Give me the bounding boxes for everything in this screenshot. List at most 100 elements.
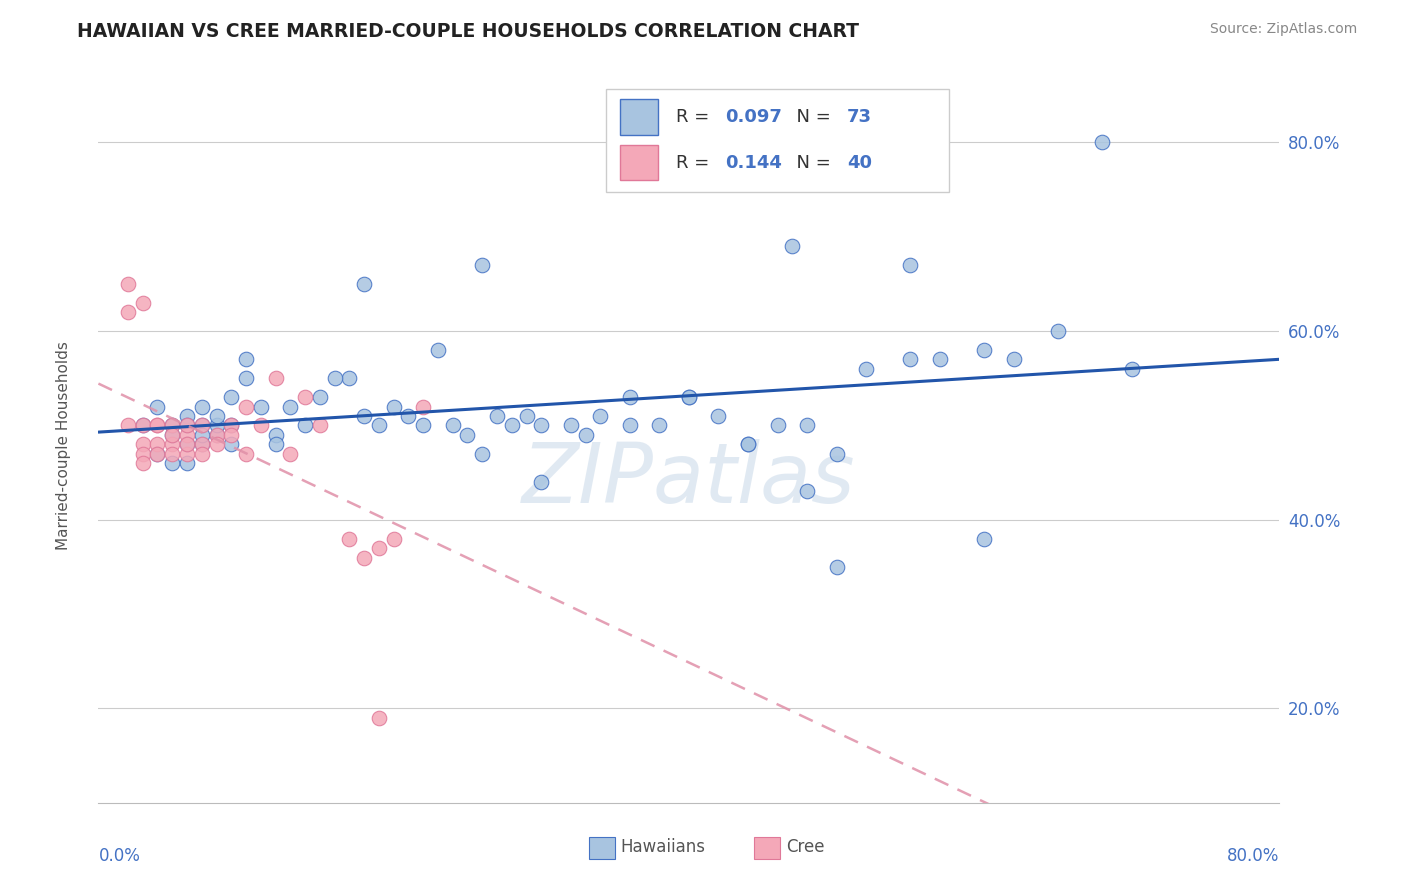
Point: [1121, 361, 1143, 376]
Text: Source: ZipAtlas.com: Source: ZipAtlas.com: [1209, 22, 1357, 37]
Point: [825, 447, 848, 461]
Point: [530, 418, 553, 433]
Text: 0.144: 0.144: [725, 153, 782, 171]
Point: [382, 400, 405, 414]
Point: [973, 343, 995, 357]
Point: [176, 418, 198, 433]
Point: [855, 361, 877, 376]
Point: [235, 352, 257, 367]
Point: [176, 428, 198, 442]
Point: [235, 447, 257, 461]
Point: [825, 560, 848, 574]
Point: [117, 277, 139, 291]
Point: [221, 418, 243, 433]
Bar: [620, 99, 658, 135]
Text: HAWAIIAN VS CREE MARRIED-COUPLE HOUSEHOLDS CORRELATION CHART: HAWAIIAN VS CREE MARRIED-COUPLE HOUSEHOL…: [77, 22, 859, 41]
Point: [382, 532, 405, 546]
Point: [707, 409, 730, 423]
Text: 0.097: 0.097: [725, 108, 782, 126]
Point: [205, 409, 228, 423]
Point: [162, 456, 183, 470]
Point: [205, 428, 228, 442]
Point: [117, 305, 139, 319]
Point: [176, 447, 198, 461]
Point: [973, 532, 995, 546]
Point: [191, 447, 214, 461]
Point: [176, 456, 198, 470]
Point: [132, 418, 155, 433]
Bar: [589, 838, 614, 860]
Point: [737, 437, 759, 451]
Text: Hawaiians: Hawaiians: [620, 838, 706, 856]
Point: [221, 390, 243, 404]
Point: [132, 295, 155, 310]
Point: [648, 418, 671, 433]
Point: [146, 437, 169, 451]
Text: 80.0%: 80.0%: [1227, 847, 1279, 865]
Point: [117, 418, 139, 433]
Point: [191, 418, 214, 433]
Point: [221, 428, 243, 442]
Point: [309, 418, 332, 433]
Point: [250, 400, 273, 414]
Point: [398, 409, 420, 423]
Point: [589, 409, 612, 423]
Point: [782, 239, 804, 253]
Point: [132, 418, 155, 433]
Point: [323, 371, 346, 385]
Point: [412, 400, 434, 414]
Point: [191, 437, 214, 451]
Point: [205, 418, 228, 433]
Point: [368, 541, 391, 555]
Point: [441, 418, 464, 433]
Point: [353, 550, 375, 565]
Point: [191, 400, 214, 414]
Bar: [754, 838, 780, 860]
Point: [280, 447, 302, 461]
Point: [132, 456, 155, 470]
Point: [619, 390, 641, 404]
Point: [309, 390, 332, 404]
Point: [353, 409, 375, 423]
Point: [575, 428, 598, 442]
Point: [900, 258, 922, 272]
Point: [235, 371, 257, 385]
Point: [132, 437, 155, 451]
Point: [280, 400, 302, 414]
Point: [929, 352, 952, 367]
Point: [264, 428, 287, 442]
Point: [205, 428, 228, 442]
Point: [737, 437, 759, 451]
Point: [146, 418, 169, 433]
Point: [353, 277, 375, 291]
Point: [191, 418, 214, 433]
Point: [619, 418, 641, 433]
Point: [368, 418, 391, 433]
Point: [412, 418, 434, 433]
Text: ZIPatlas: ZIPatlas: [522, 439, 856, 519]
Point: [294, 418, 316, 433]
Point: [471, 447, 494, 461]
Text: 40: 40: [848, 153, 872, 171]
Point: [176, 418, 198, 433]
Point: [501, 418, 523, 433]
Text: N =: N =: [785, 153, 837, 171]
Point: [766, 418, 789, 433]
Text: R =: R =: [676, 108, 714, 126]
Point: [162, 428, 183, 442]
Point: [176, 437, 198, 451]
Point: [457, 428, 479, 442]
Point: [191, 428, 214, 442]
Point: [530, 475, 553, 489]
Point: [339, 532, 361, 546]
Point: [900, 352, 922, 367]
Point: [162, 437, 183, 451]
Point: [1002, 352, 1025, 367]
Text: N =: N =: [785, 108, 837, 126]
Point: [250, 418, 273, 433]
Point: [678, 390, 700, 404]
Point: [368, 711, 391, 725]
Text: R =: R =: [676, 153, 714, 171]
Point: [162, 418, 183, 433]
Point: [471, 258, 494, 272]
